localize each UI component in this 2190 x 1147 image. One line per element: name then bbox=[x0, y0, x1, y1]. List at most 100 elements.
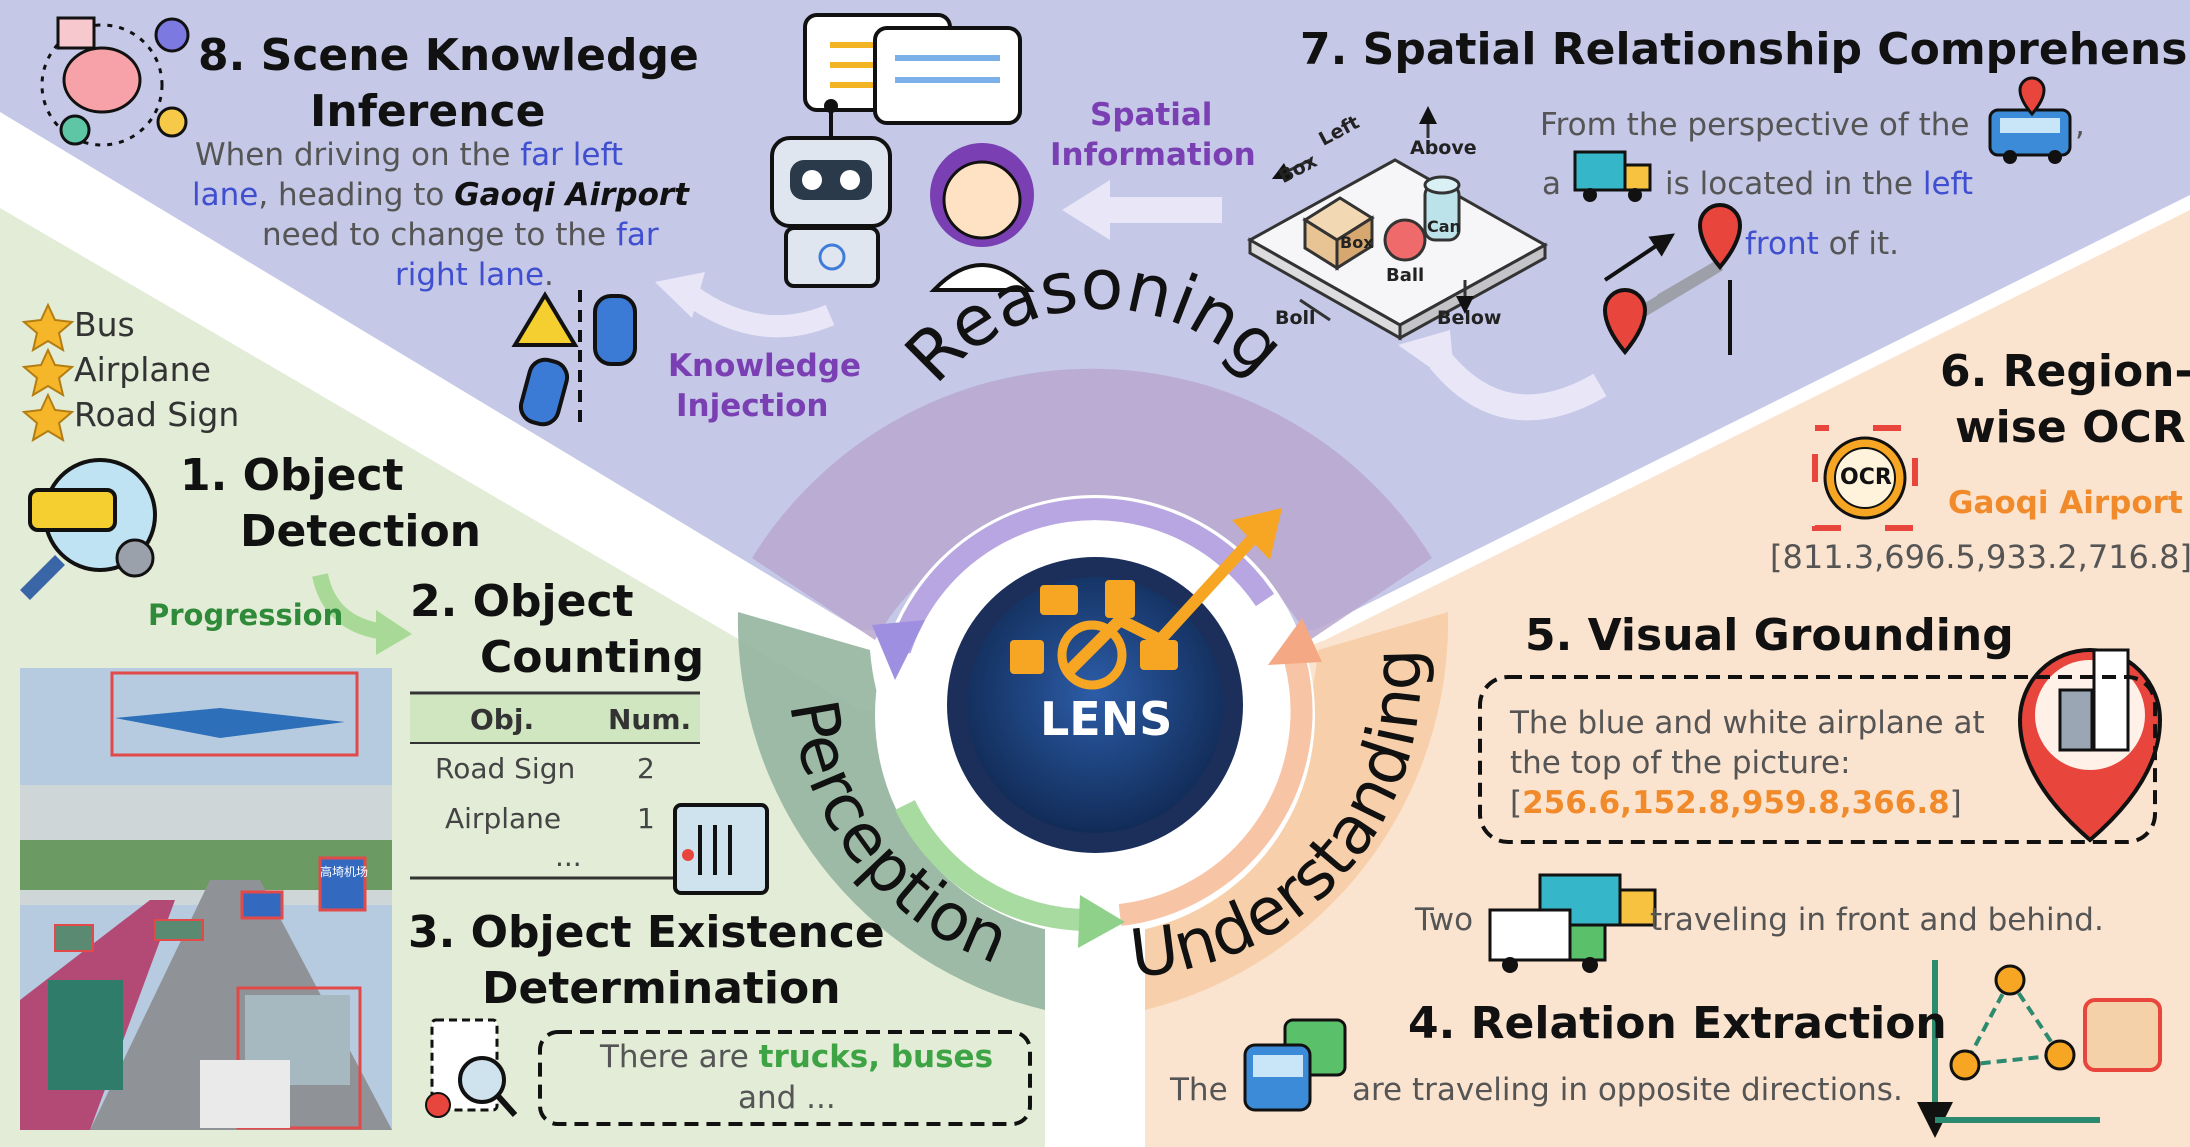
task8-highlight: right lane bbox=[395, 257, 545, 293]
traffic-photo bbox=[20, 668, 392, 1130]
legend-airplane: Airplane bbox=[74, 350, 211, 389]
count-table-cell: 2 bbox=[637, 752, 655, 785]
spatial-return-arrowhead bbox=[1398, 330, 1455, 385]
task5-bracket: [ bbox=[1510, 785, 1523, 821]
photo-sign-text: 高埼机场 bbox=[320, 865, 369, 879]
lens-eye-icon bbox=[1057, 620, 1127, 690]
spatial-info-label: Spatial bbox=[1090, 96, 1212, 134]
count-table-cell: ... bbox=[555, 840, 582, 873]
task5-bbox-answer: 256.6,152.8,959.8,366.8 bbox=[1522, 785, 1950, 821]
task8-line1: When driving on the far left bbox=[195, 135, 623, 175]
lens-doc-icon bbox=[1105, 580, 1135, 618]
task3-title-line2: Determination bbox=[482, 963, 841, 1014]
task6-title-line2: wise OCR bbox=[1955, 402, 2186, 453]
task2-title-line2: Counting bbox=[480, 632, 705, 683]
lens-trend-arrow bbox=[1065, 520, 1270, 675]
task4-title: 4. Relation Extraction bbox=[1408, 998, 1947, 1049]
task5-line1: The blue and white airplane at bbox=[1510, 705, 1985, 741]
task3-highlight: trucks, buses bbox=[758, 1039, 994, 1075]
task3-answer-line1: There are trucks, buses bbox=[600, 1037, 993, 1077]
task7-line1: From the perspective of the bbox=[1540, 107, 1970, 143]
task5-line3: [256.6,152.8,959.8,366.8] bbox=[1510, 783, 1962, 823]
progression-arrowhead bbox=[376, 610, 412, 655]
star-icon bbox=[21, 302, 75, 353]
document-search-icon bbox=[425, 1018, 518, 1118]
ocr-bbox: [811.3,696.5,933.2,716.8] bbox=[1770, 538, 2190, 576]
warning-icon bbox=[511, 291, 579, 347]
robot-icon bbox=[770, 99, 892, 288]
lens-image-icon bbox=[1040, 585, 1078, 615]
car-icon-2 bbox=[518, 357, 570, 427]
legend-bus: Bus bbox=[74, 305, 135, 344]
spatial-cube-scene bbox=[1246, 106, 1549, 341]
ocr-answer: Gaoqi Airport bbox=[1948, 485, 2183, 521]
task8-line2-text: , heading to bbox=[258, 177, 455, 213]
knowledge-injection-label: Knowledge bbox=[668, 348, 862, 384]
spatial-info-line1: Spatial bbox=[1090, 97, 1213, 133]
chat-bubble-icon bbox=[803, 13, 1022, 125]
bus-icon bbox=[1988, 76, 2072, 164]
relation-two-text: traveling in front and behind. bbox=[1650, 902, 2104, 938]
star-icon bbox=[21, 347, 75, 398]
cube-label-box2: Box bbox=[1340, 233, 1374, 252]
task8-airport: Gaoqi Airport bbox=[454, 177, 689, 213]
bus-pair-icon bbox=[1243, 1018, 1347, 1112]
truck-pair-icon bbox=[1488, 873, 1657, 973]
relation-the-text: are traveling in opposite directions. bbox=[1352, 1072, 1903, 1108]
progression-arrow bbox=[312, 573, 387, 640]
lens-play-icon bbox=[1010, 640, 1044, 674]
task3-answer-text: There are bbox=[600, 1039, 759, 1075]
existence-box bbox=[538, 1030, 1032, 1126]
task8-line4: right lane. bbox=[395, 255, 554, 295]
progression-label: Progression bbox=[148, 598, 344, 632]
tally-board-icon bbox=[673, 803, 769, 895]
task7-line1-end: , bbox=[2075, 107, 2085, 143]
task7-title: 7. Spatial Relationship Comprehension bbox=[1300, 24, 2190, 75]
ring-arrowhead-green bbox=[1078, 895, 1125, 948]
knowledge-flow-arrowhead bbox=[655, 272, 705, 318]
cube-label-ball: Ball bbox=[1386, 265, 1425, 286]
lens-logo-text: LENS bbox=[1040, 692, 1173, 746]
task2-title-line1: 2. Object bbox=[410, 576, 634, 627]
task8-highlight: far bbox=[615, 217, 659, 253]
spatial-flow-arrowhead bbox=[1062, 180, 1110, 240]
task3-title-line1: 3. Object Existence bbox=[408, 907, 885, 958]
spatial-return-arrow bbox=[1429, 351, 1607, 421]
task7-line2-text: is located in the bbox=[1665, 166, 1923, 202]
relation-the-label: The bbox=[1170, 1072, 1228, 1108]
task7-line2-a: a bbox=[1542, 166, 1561, 202]
task3-answer-line2: and ... bbox=[738, 1080, 836, 1116]
spatial-info-label-2: Information bbox=[1050, 137, 1256, 173]
knowledge-injection-label-2: Injection bbox=[676, 388, 829, 424]
count-table-header-bg bbox=[410, 695, 700, 743]
task7-line3-text: of it. bbox=[1818, 226, 1899, 262]
task8-line1-text: When driving on the bbox=[195, 137, 521, 173]
person-icon bbox=[929, 143, 1035, 292]
ocr-icon-label: OCR bbox=[1840, 465, 1892, 490]
count-table-cell: Road Sign bbox=[435, 752, 576, 785]
task5-bracket: ] bbox=[1949, 785, 1962, 821]
task7-highlight: front bbox=[1745, 226, 1819, 262]
truck-icon bbox=[1573, 150, 1652, 202]
task1-title-line2: Detection bbox=[240, 506, 481, 557]
count-table-cell: Airplane bbox=[445, 802, 562, 835]
lens-video-icon bbox=[1140, 640, 1178, 670]
relation-two-label: Two bbox=[1415, 902, 1474, 938]
task8-title-line2: Inference bbox=[310, 86, 546, 137]
task8-title-line1: 8. Scene Knowledge bbox=[198, 30, 699, 81]
count-table-header-obj: Obj. bbox=[470, 703, 535, 736]
task8-line4-text: . bbox=[544, 257, 554, 293]
cube-label-below: Below bbox=[1437, 307, 1502, 329]
ocr-icon bbox=[1812, 425, 1918, 531]
ring-arrow-green bbox=[895, 800, 1091, 932]
task8-highlight: lane bbox=[192, 177, 259, 213]
ring-arrow-orange bbox=[1118, 657, 1313, 926]
top-reasoning-band bbox=[0, 0, 2190, 630]
cube-label-above: Above bbox=[1410, 137, 1477, 159]
task7-line3: front of it. bbox=[1745, 224, 1899, 264]
graph-icon bbox=[1917, 960, 2162, 1138]
perception-arc bbox=[737, 612, 1045, 1010]
count-table-cell: 1 bbox=[637, 802, 655, 835]
